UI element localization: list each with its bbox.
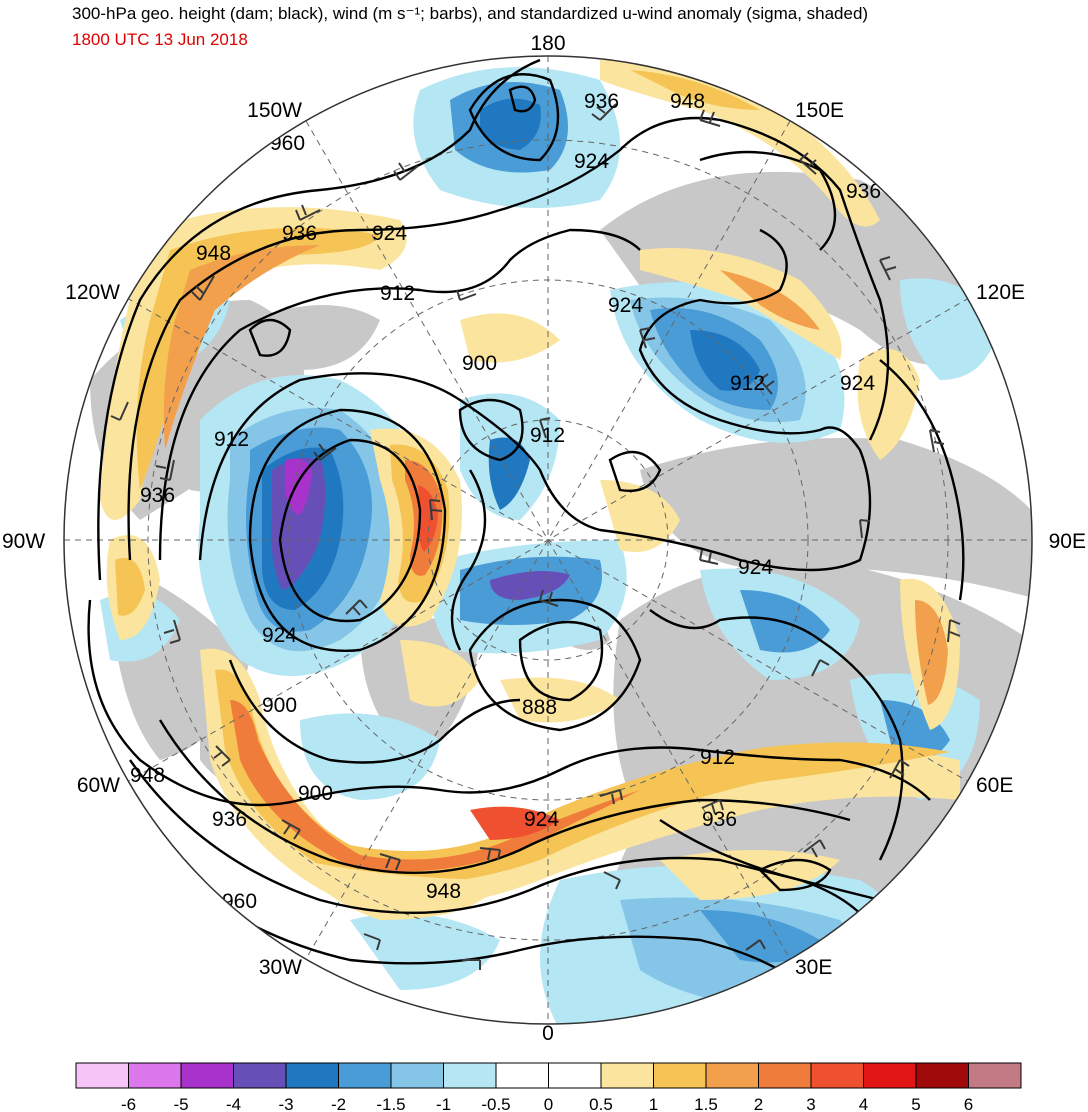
height-label: 948 xyxy=(130,764,165,787)
height-label: 924 xyxy=(372,222,407,245)
height-label: 900 xyxy=(298,782,333,805)
colorbar-box xyxy=(758,1062,812,1089)
lon-label-60e: 60E xyxy=(976,774,1013,797)
colorbar-tick-label: 5 xyxy=(911,1095,920,1112)
map-border xyxy=(63,55,1033,1025)
height-label: 960 xyxy=(270,132,305,155)
height-label: 900 xyxy=(462,352,497,375)
colorbar-tick-label: -1.5 xyxy=(376,1095,405,1112)
height-label: 912 xyxy=(380,282,415,305)
colorbar-tick-label: -3 xyxy=(278,1095,293,1112)
height-label: 936 xyxy=(846,180,881,203)
height-label: 924 xyxy=(608,294,643,317)
lon-label-90w: 90W xyxy=(2,530,45,553)
height-label: 948 xyxy=(196,242,231,265)
height-label: 888 xyxy=(522,696,557,719)
lon-label-180: 180 xyxy=(530,32,565,55)
height-label: 924 xyxy=(524,808,559,831)
colorbar-tick-label: 1.5 xyxy=(694,1095,718,1112)
height-label: 912 xyxy=(730,372,765,395)
colorbar-tick-label: -0.5 xyxy=(481,1095,510,1112)
positive-anomaly-shading xyxy=(100,60,960,920)
graticule xyxy=(64,56,1032,1024)
height-contours xyxy=(87,58,965,1001)
height-labels: 960 948 936 924 936 936 924 948 912 924 … xyxy=(130,90,881,913)
lon-label-90e: 90E xyxy=(1049,530,1086,553)
colorbar-box xyxy=(863,1062,917,1089)
lon-label-0: 0 xyxy=(542,1022,554,1045)
colorbar: -6 -5 -4 -3 -2 -1.5 -1 -0.5 0 0.5 1 1.5 2 3 4 5 6 xyxy=(75,1062,1022,1112)
height-label: 912 xyxy=(530,424,565,447)
height-label: 924 xyxy=(840,372,875,395)
height-label: 948 xyxy=(426,880,461,903)
height-label: 900 xyxy=(262,694,297,717)
lon-label-150e: 150E xyxy=(795,99,844,122)
height-label: 924 xyxy=(262,624,297,647)
map-title: 300-hPa geo. height (dam; black), wind (… xyxy=(72,4,869,23)
height-label: 924 xyxy=(574,150,609,173)
lon-label-60w: 60W xyxy=(77,774,120,797)
colorbar-tick-label: 4 xyxy=(859,1095,868,1112)
colorbar-box xyxy=(968,1062,1022,1089)
colorbar-box xyxy=(443,1062,497,1089)
colorbar-tick-label: 1 xyxy=(649,1095,658,1112)
lon-label-120w: 120W xyxy=(65,281,120,304)
colorbar-box xyxy=(915,1062,969,1089)
colorbar-tick-label: -6 xyxy=(121,1095,136,1112)
colorbar-tick-label: 0.5 xyxy=(589,1095,613,1112)
map-fields: 960 948 936 924 936 936 924 948 912 924 … xyxy=(64,56,1032,1024)
colorbar-tick-label: -2 xyxy=(331,1095,346,1112)
height-label: 936 xyxy=(212,808,247,831)
colorbar-tick-label: 2 xyxy=(754,1095,763,1112)
lon-label-120e: 120E xyxy=(976,281,1025,304)
height-label: 948 xyxy=(670,90,705,113)
colorbar-tick-label: -4 xyxy=(226,1095,241,1112)
colorbar-box xyxy=(285,1062,339,1089)
height-label: 936 xyxy=(702,808,737,831)
valid-time: 1800 UTC 13 Jun 2018 xyxy=(72,30,248,49)
lon-label-30e: 30E xyxy=(795,956,832,979)
colorbar-box xyxy=(495,1062,549,1089)
colorbar-box xyxy=(338,1062,392,1089)
colorbar-box xyxy=(128,1062,182,1089)
height-label: 936 xyxy=(282,222,317,245)
colorbar-box xyxy=(233,1062,287,1089)
colorbar-box xyxy=(548,1062,602,1089)
colorbar-box xyxy=(75,1062,129,1089)
lon-label-150w: 150W xyxy=(247,99,302,122)
colorbar-box xyxy=(653,1062,707,1089)
colorbar-box xyxy=(390,1062,444,1089)
height-label: 912 xyxy=(214,428,249,451)
colorbar-box xyxy=(810,1062,864,1089)
colorbar-tick-label: 0 xyxy=(544,1095,553,1112)
height-label: 936 xyxy=(140,484,175,507)
height-label: 912 xyxy=(700,746,735,769)
height-label: 924 xyxy=(738,556,773,579)
colorbar-boxes xyxy=(75,1062,1022,1089)
colorbar-tick-label: 3 xyxy=(806,1095,815,1112)
height-label: 936 xyxy=(584,90,619,113)
colorbar-tick-label: -5 xyxy=(173,1095,188,1112)
colorbar-box xyxy=(600,1062,654,1089)
colorbar-ticks: -6 -5 -4 -3 -2 -1.5 -1 -0.5 0 0.5 1 1.5 2 3 4 5 6 xyxy=(121,1095,973,1112)
lon-label-30w: 30W xyxy=(259,956,302,979)
longitude-labels: 180 150E 120E 90E 60E 30E 0 30W 60W 90W … xyxy=(2,32,1086,1045)
colorbar-box xyxy=(705,1062,759,1089)
colorbar-tick-label: -1 xyxy=(436,1095,451,1112)
colorbar-box xyxy=(180,1062,234,1089)
colorbar-tick-label: 6 xyxy=(964,1095,973,1112)
